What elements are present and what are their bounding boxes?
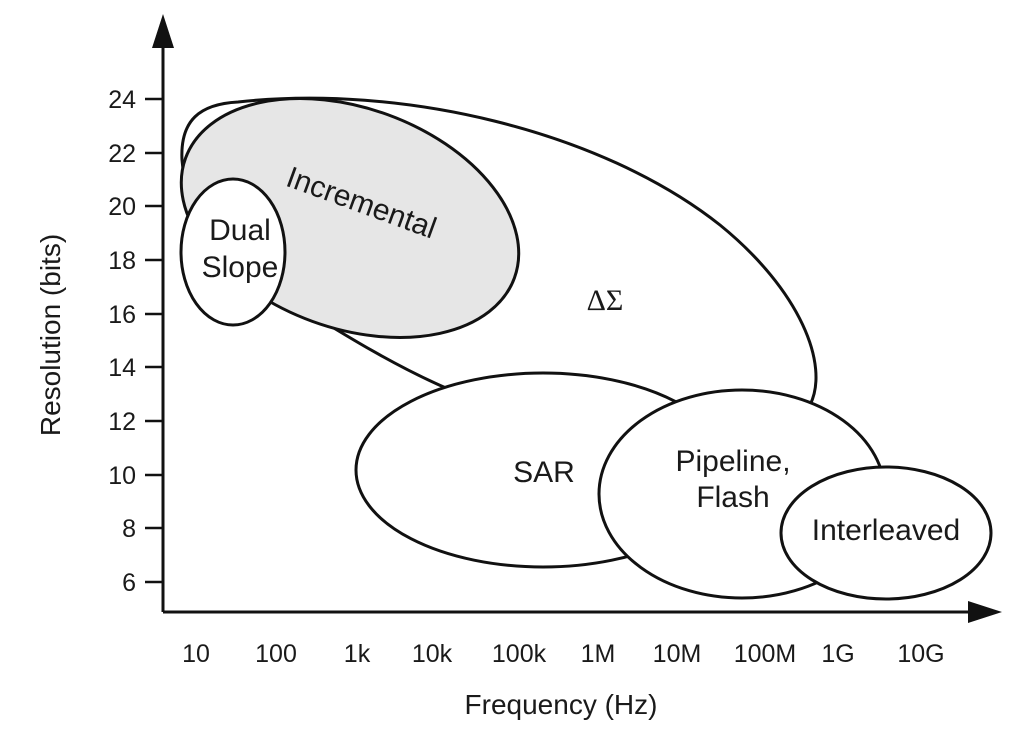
delta-sigma-label: ΔΣ xyxy=(587,284,624,317)
interleaved-region xyxy=(779,465,993,601)
dual-slope-label-line1: Dual xyxy=(209,214,271,247)
y-tick-label: 18 xyxy=(108,247,136,275)
pipeline-flash-label-line1: Pipeline, xyxy=(675,445,790,478)
y-axis-title: Resolution (bits) xyxy=(35,234,66,436)
x-tick-label: 10k xyxy=(412,640,453,668)
x-tick-label: 100 xyxy=(255,640,297,668)
y-ticks xyxy=(145,97,163,584)
x-tick-label: 1G xyxy=(821,640,854,668)
x-tick-label: 10M xyxy=(653,640,702,668)
y-tick-label: 16 xyxy=(108,301,136,329)
x-axis-title: Frequency (Hz) xyxy=(465,689,658,720)
axes xyxy=(152,14,1002,623)
x-tick-label: 100k xyxy=(492,640,547,668)
y-tick-label: 6 xyxy=(122,569,136,597)
y-tick-label: 20 xyxy=(108,193,136,221)
x-tick-label: 100M xyxy=(734,640,797,668)
interleaved-label: Interleaved xyxy=(812,514,960,547)
y-tick-label: 10 xyxy=(108,462,136,490)
y-tick-label: 24 xyxy=(108,86,136,114)
x-tick-label: 10 xyxy=(182,640,210,668)
sar-label: SAR xyxy=(513,456,575,489)
y-tick-label: 8 xyxy=(122,515,136,543)
x-axis-arrow xyxy=(968,601,1002,623)
y-axis-arrow xyxy=(152,14,174,48)
y-tick-label: 12 xyxy=(108,408,136,436)
pipeline-flash-label-line2: Flash xyxy=(696,481,769,514)
x-tick-labels: 10 100 1k 10k 100k 1M 10M 100M 1G 10G xyxy=(182,640,945,668)
dual-slope-region xyxy=(179,177,287,327)
dual-slope-label-line2: Slope xyxy=(202,251,279,284)
x-tick-label: 10G xyxy=(897,640,944,668)
x-tick-label: 1M xyxy=(581,640,616,668)
y-tick-label: 14 xyxy=(108,354,136,382)
y-tick-labels: 24 22 20 18 16 14 12 10 8 6 xyxy=(108,86,136,597)
y-tick-label: 22 xyxy=(108,140,136,168)
x-tick-label: 1k xyxy=(344,640,371,668)
